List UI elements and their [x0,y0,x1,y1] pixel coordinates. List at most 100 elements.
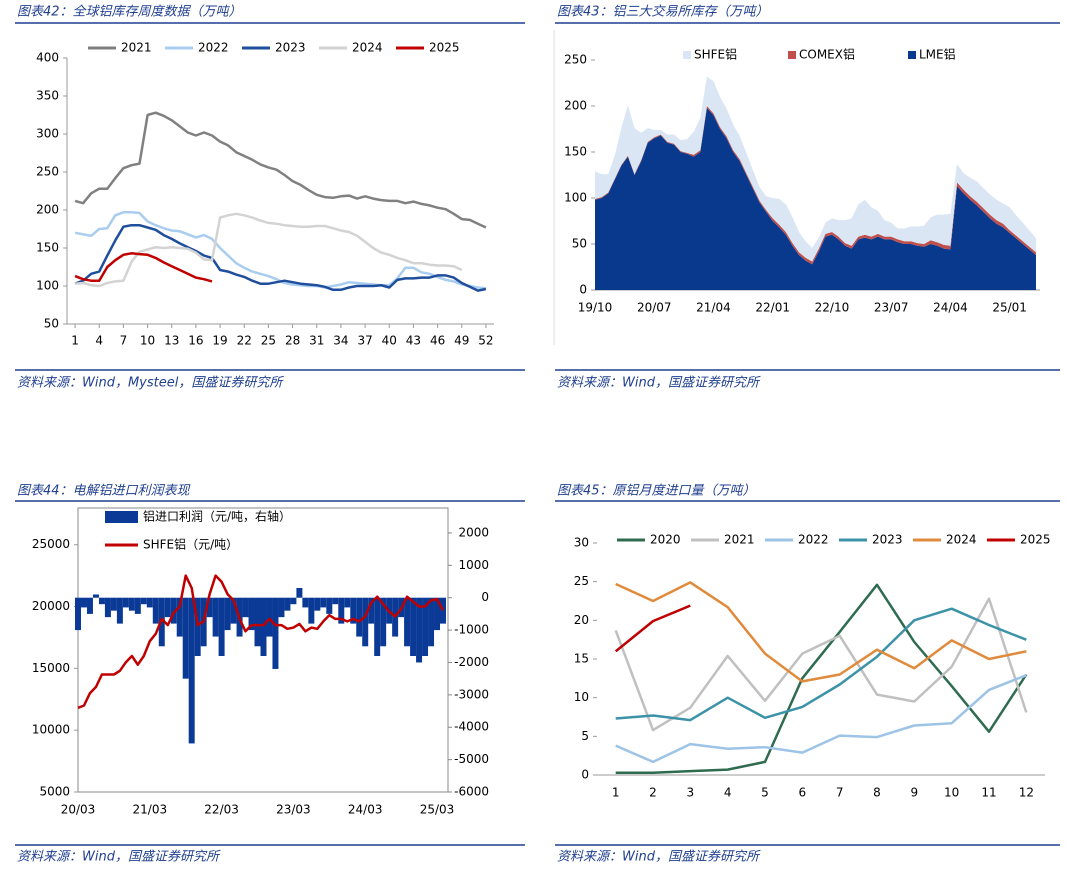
x-tick-label: 5 [761,786,769,800]
bar [80,597,87,608]
legend-label: 2023 [872,533,903,547]
x-tick-label: 25/03 [420,803,455,817]
x-tick-label: 24/04 [933,301,968,315]
bar [182,597,189,679]
y-tick-label: 20000 [32,599,70,613]
legend-label: 2022 [798,533,829,547]
series-line [615,583,1028,774]
x-tick-label: 52 [478,334,493,348]
y-tick-label: 100 [564,191,587,205]
bar [92,594,99,598]
figure-title: 图表43：铝三大交易所库存（万吨） [557,4,769,20]
legend-label: 2022 [198,41,229,55]
x-tick-label: 11 [981,786,996,800]
bar [410,597,417,656]
y2-tick-label: -2000 [454,655,489,669]
y-tick-label: 30 [574,536,589,550]
x-tick-label: 4 [724,786,732,800]
y-tick-label: 5000 [39,785,70,799]
bar [260,597,267,656]
legend-label: LME铝 [919,47,956,62]
legend-label: SHFE铝（元/吨） [143,537,238,552]
y-tick-label: 10 [574,690,589,704]
bar [272,597,279,669]
x-tick-label: 24/03 [348,803,383,817]
x-tick-label: 22 [237,334,252,348]
y-tick-label: 15000 [32,661,70,675]
x-tick-label: 28 [285,334,300,348]
y-tick-label: 15 [574,652,589,666]
bar [434,597,441,631]
x-tick-label: 23/03 [276,803,311,817]
x-tick-label: 9 [911,786,919,800]
y-tick-label: 250 [36,165,59,179]
x-tick-label: 34 [333,334,348,348]
source-note: 资料来源：Wind，国盛证券研究所 [17,849,221,865]
y-tick-label: 150 [564,145,587,159]
y-tick-label: 0 [579,283,587,297]
bar [248,597,255,631]
legend-label: 2024 [352,41,383,55]
bar [422,597,429,656]
bar [440,597,446,624]
series-line [74,212,463,288]
y-tick-label: 200 [564,99,587,113]
x-tick-label: 23/07 [874,301,909,315]
bar [428,597,435,647]
bar [146,597,153,608]
bar [218,597,225,656]
y-tick-label: 0 [581,768,589,782]
bar [86,597,93,614]
x-tick-label: 10 [140,334,155,348]
legend-label: 2020 [650,533,681,547]
bar [278,597,285,618]
y-tick-label: 50 [572,237,587,251]
bar [152,597,159,624]
bar [75,597,81,631]
figure-title: 图表44：电解铝进口利润表现 [17,484,192,499]
x-tick-label: 20/07 [637,301,672,315]
bar [128,597,135,611]
bar [134,597,141,614]
x-tick-label: 22/01 [755,301,790,315]
x-tick-label: 37 [357,334,372,348]
bar [164,597,171,618]
bar [98,597,105,605]
bar [416,597,423,663]
x-tick-label: 22/10 [815,301,850,315]
x-tick-label: 7 [120,334,128,348]
stacked-area [595,107,1036,290]
y-tick-label: 10000 [32,723,70,737]
bar [104,597,111,618]
x-tick-label: 6 [799,786,807,800]
bar [302,597,309,608]
y2-tick-label: -3000 [454,687,489,701]
bar [356,597,363,637]
y-tick-label: 350 [36,89,59,103]
legend-label: 2021 [724,533,755,547]
source-note: 资料来源：Wind，国盛证券研究所 [557,849,761,865]
y-tick-label: 250 [564,53,587,67]
bar [242,597,249,618]
bar [374,597,381,656]
bar [224,597,231,631]
x-tick-label: 40 [382,334,397,348]
bar [290,597,297,605]
y2-tick-label: -6000 [454,785,489,799]
y-tick-label: 150 [36,241,59,255]
y-tick-label: 25 [574,574,589,588]
bar [230,597,237,624]
legend-label: 2025 [429,41,460,55]
bar [110,597,117,611]
y-tick-label: 100 [36,279,59,293]
bar [206,597,213,618]
bar [266,597,273,637]
y2-tick-label: 1000 [458,558,489,572]
y-tick-label: 20 [574,613,589,627]
bar [350,597,357,624]
bar [308,597,315,624]
bar [314,597,321,611]
bar [320,597,327,608]
x-tick-label: 1 [612,786,620,800]
